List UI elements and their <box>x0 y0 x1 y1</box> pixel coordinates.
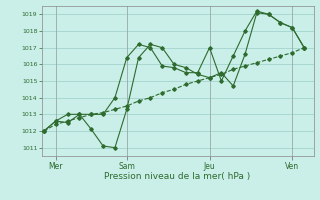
X-axis label: Pression niveau de la mer( hPa ): Pression niveau de la mer( hPa ) <box>104 172 251 181</box>
